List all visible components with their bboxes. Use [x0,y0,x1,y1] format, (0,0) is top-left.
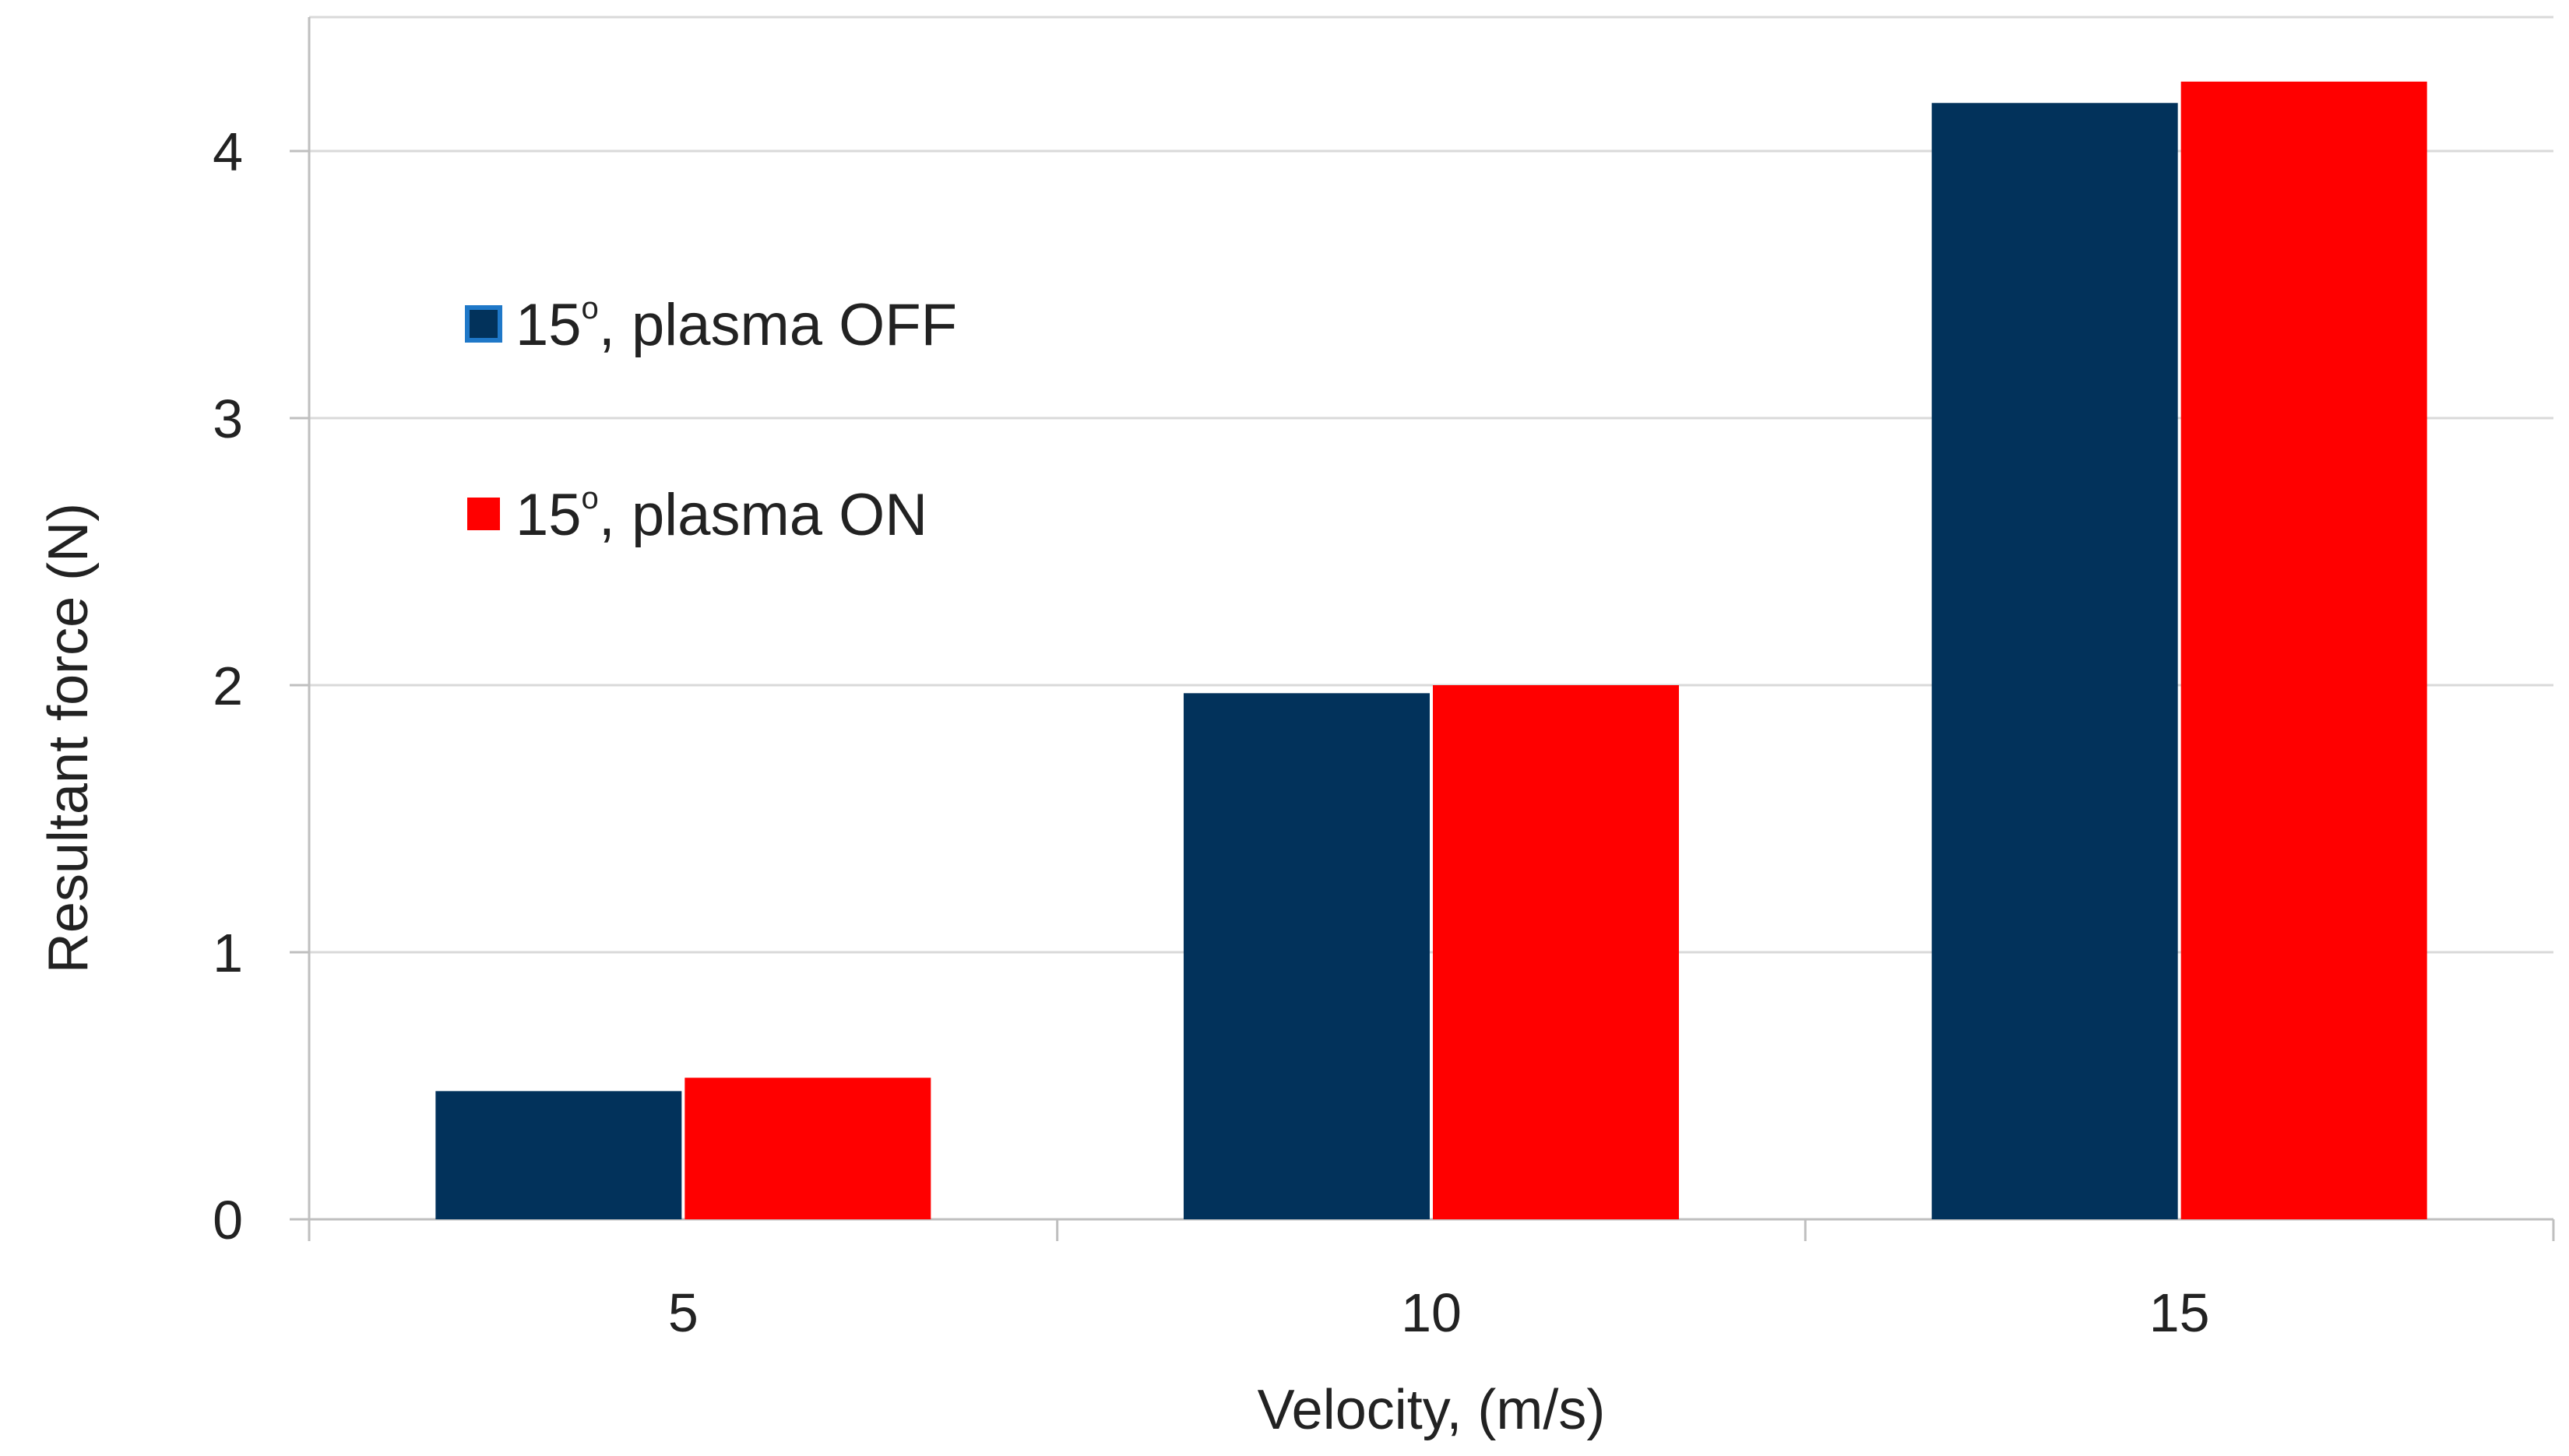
bars [435,81,2427,1220]
axes [290,17,2555,1241]
x-tick-label-10: 10 [1401,1282,1462,1343]
legend-swatch-plasma-on [467,498,500,530]
bar-plasma-on-5 [684,1078,931,1219]
x-tick-label-5: 5 [668,1282,699,1343]
bar-plasma-on-10 [1433,685,1679,1219]
y-tick-label-3: 3 [213,389,243,449]
bar-plasma-off-15 [1931,103,2178,1219]
y-tick-label-0: 0 [213,1190,243,1250]
x-tick-label-15: 15 [2149,1282,2210,1343]
tick-labels: 0 1 2 3 4 5 10 15 [213,121,2210,1343]
y-tick-label-1: 1 [213,923,243,983]
legend-label-plasma-off: 15o, plasma OFF [516,291,957,358]
bar-plasma-off-5 [435,1091,682,1219]
x-axis-title: Velocity, (m/s) [1258,1379,1606,1441]
bar-plasma-on-15 [2180,81,2427,1220]
legend-swatch-plasma-off [465,305,502,343]
y-tick-label-4: 4 [213,121,243,182]
legend-label-plasma-on: 15o, plasma ON [516,481,927,548]
bar-plasma-off-10 [1184,693,1430,1219]
y-tick-label-2: 2 [213,656,243,716]
y-axis-title: Resultant force (N) [37,503,100,973]
legend: 15o, plasma OFF 15o, plasma ON [465,291,957,548]
